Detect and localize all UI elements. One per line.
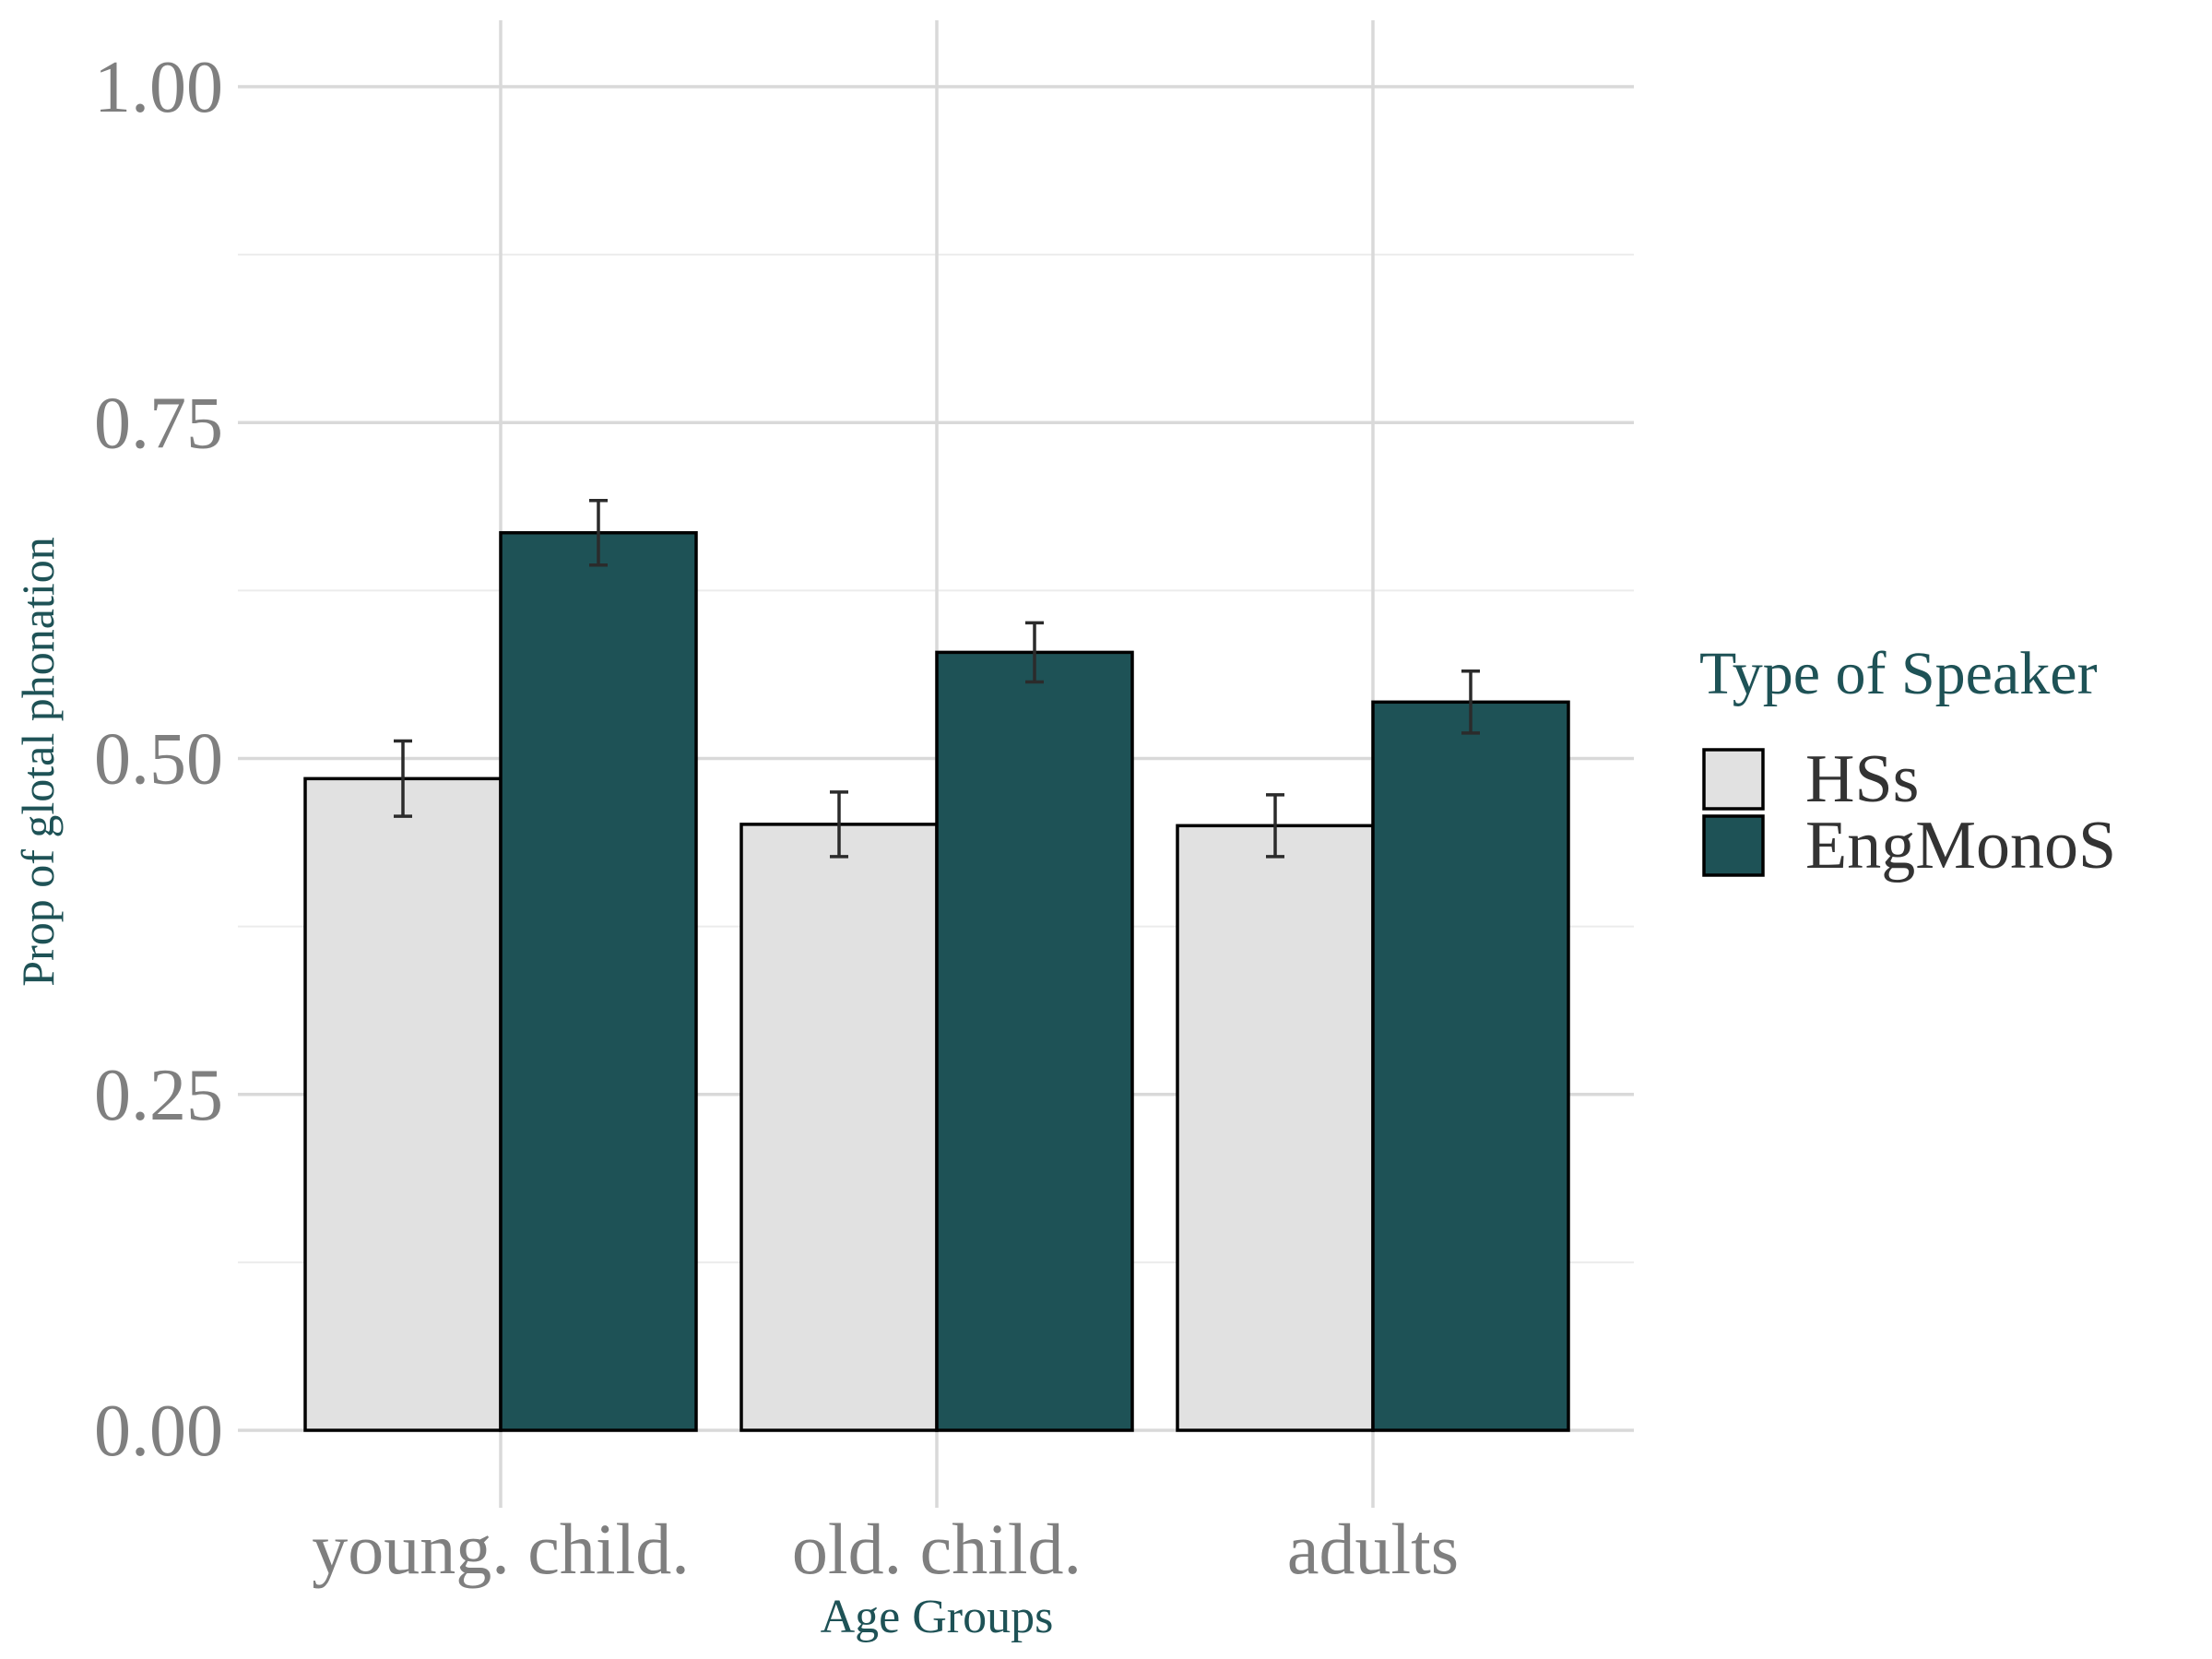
legend-swatch <box>1702 748 1765 811</box>
x-tick-label: old. child. <box>792 1509 1082 1589</box>
bar-hss-1 <box>303 776 503 1432</box>
legend-item: HSs <box>1702 741 1919 817</box>
x-tick-label: adults <box>1287 1509 1459 1589</box>
bar-hss-3 <box>1176 824 1375 1432</box>
bar-engmonos-1 <box>499 530 698 1432</box>
x-tick-labels: young. child. old. child. adults <box>312 1509 1459 1589</box>
error-bar <box>394 739 412 818</box>
legend-label: EngMonoS <box>1805 808 2116 883</box>
error-bars <box>394 499 1480 859</box>
y-tick-label: 1.00 <box>94 47 223 128</box>
bar-hss-2 <box>739 823 939 1432</box>
error-bar <box>589 499 608 567</box>
y-tick-label: 0.50 <box>94 719 223 800</box>
bar-engmonos-3 <box>1371 700 1570 1432</box>
legend-item: EngMonoS <box>1702 808 2116 883</box>
y-tick-label: 0.25 <box>94 1055 223 1136</box>
legend-label: HSs <box>1805 741 1919 817</box>
bar-engmonos-2 <box>935 650 1134 1432</box>
y-tick-labels: 0.00 0.25 0.50 0.75 1.00 <box>94 47 223 1472</box>
y-tick-label: 0.00 <box>94 1391 223 1472</box>
bars <box>303 530 1570 1432</box>
y-tick-label: 0.75 <box>94 383 223 464</box>
legend-title: Type of Speaker <box>1699 640 2098 707</box>
error-bar <box>1266 793 1284 859</box>
legend-swatch <box>1702 814 1765 877</box>
error-bar <box>1461 670 1480 735</box>
x-tick-label: young. child. <box>312 1509 689 1589</box>
x-axis-title: Age Groups <box>821 1591 1054 1643</box>
error-bar <box>1025 621 1044 684</box>
y-axis-title: Prop of glotal phonation <box>12 537 64 986</box>
error-bar <box>830 790 848 859</box>
